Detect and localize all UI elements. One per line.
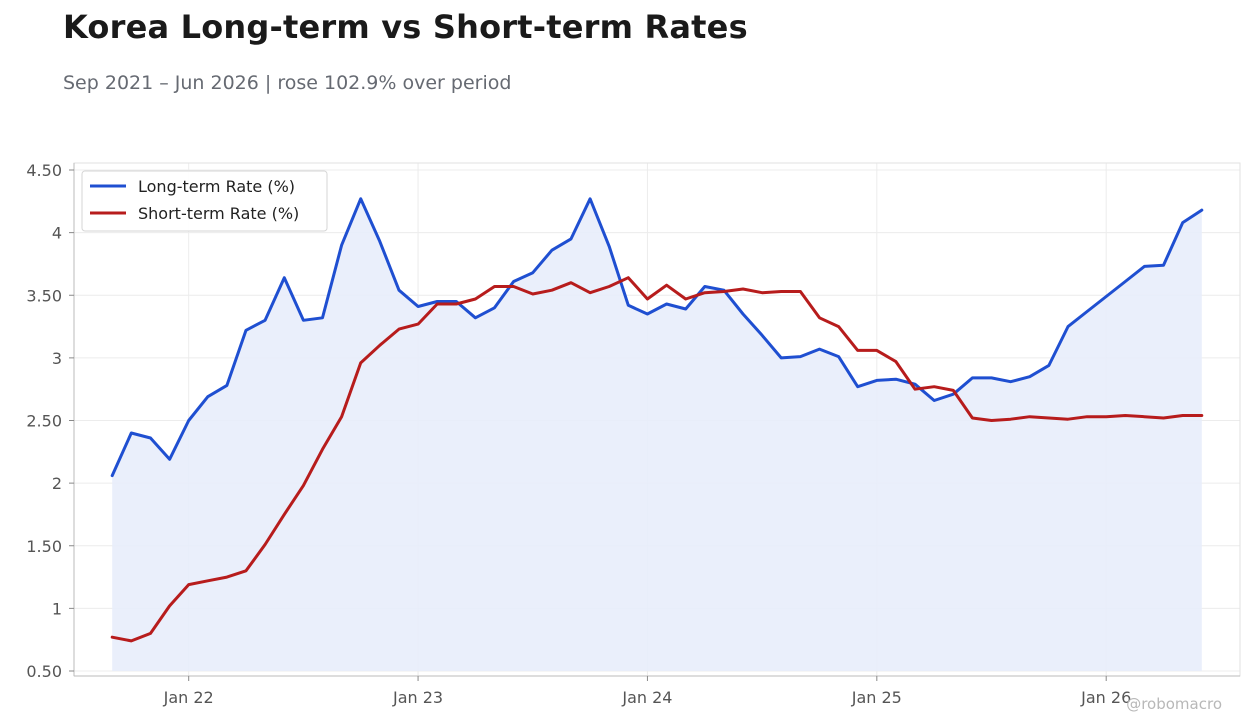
x-tick-label: Jan 22 (163, 688, 214, 707)
x-tick-label: Jan 26 (1080, 688, 1131, 707)
chart-title: Korea Long-term vs Short-term Rates (63, 8, 748, 46)
y-tick-label: 4.50 (26, 161, 62, 180)
long-term-rate-line (110, 197, 1204, 478)
y-tick-label: 2 (52, 474, 62, 493)
y-tick-label: 3 (52, 349, 62, 368)
y-tick-label: 2.50 (26, 412, 62, 431)
y-tick-label: 0.50 (26, 662, 62, 681)
short-term-rate-line (110, 276, 1204, 643)
y-tick-label: 1 (52, 599, 62, 618)
legend-label: Long-term Rate (%) (138, 177, 295, 196)
watermark: @robomacro (1126, 695, 1222, 713)
legend: Long-term Rate (%) Short-term Rate (%) (81, 170, 328, 232)
axes: 0.50 1 1.50 2 2.50 3 3.50 4 4.50 Jan 22 Jan 23 Jan … (26, 161, 1241, 707)
area-fills (112, 198, 1202, 672)
series-lines (110, 197, 1204, 643)
chart-subtitle: Sep 2021 – Jun 2026 | rose 102.9% over p… (63, 72, 512, 94)
legend-box (81, 170, 328, 232)
series-area-fill (112, 198, 1202, 672)
legend-label: Short-term Rate (%) (138, 204, 299, 223)
y-tick-label: 3.50 (26, 286, 62, 305)
y-tick-label: 1.50 (26, 537, 62, 556)
x-tick-label: Jan 23 (392, 688, 443, 707)
x-tick-label: Jan 24 (621, 688, 672, 707)
y-tick-label: 4 (52, 224, 62, 243)
x-tick-label: Jan 25 (851, 688, 902, 707)
